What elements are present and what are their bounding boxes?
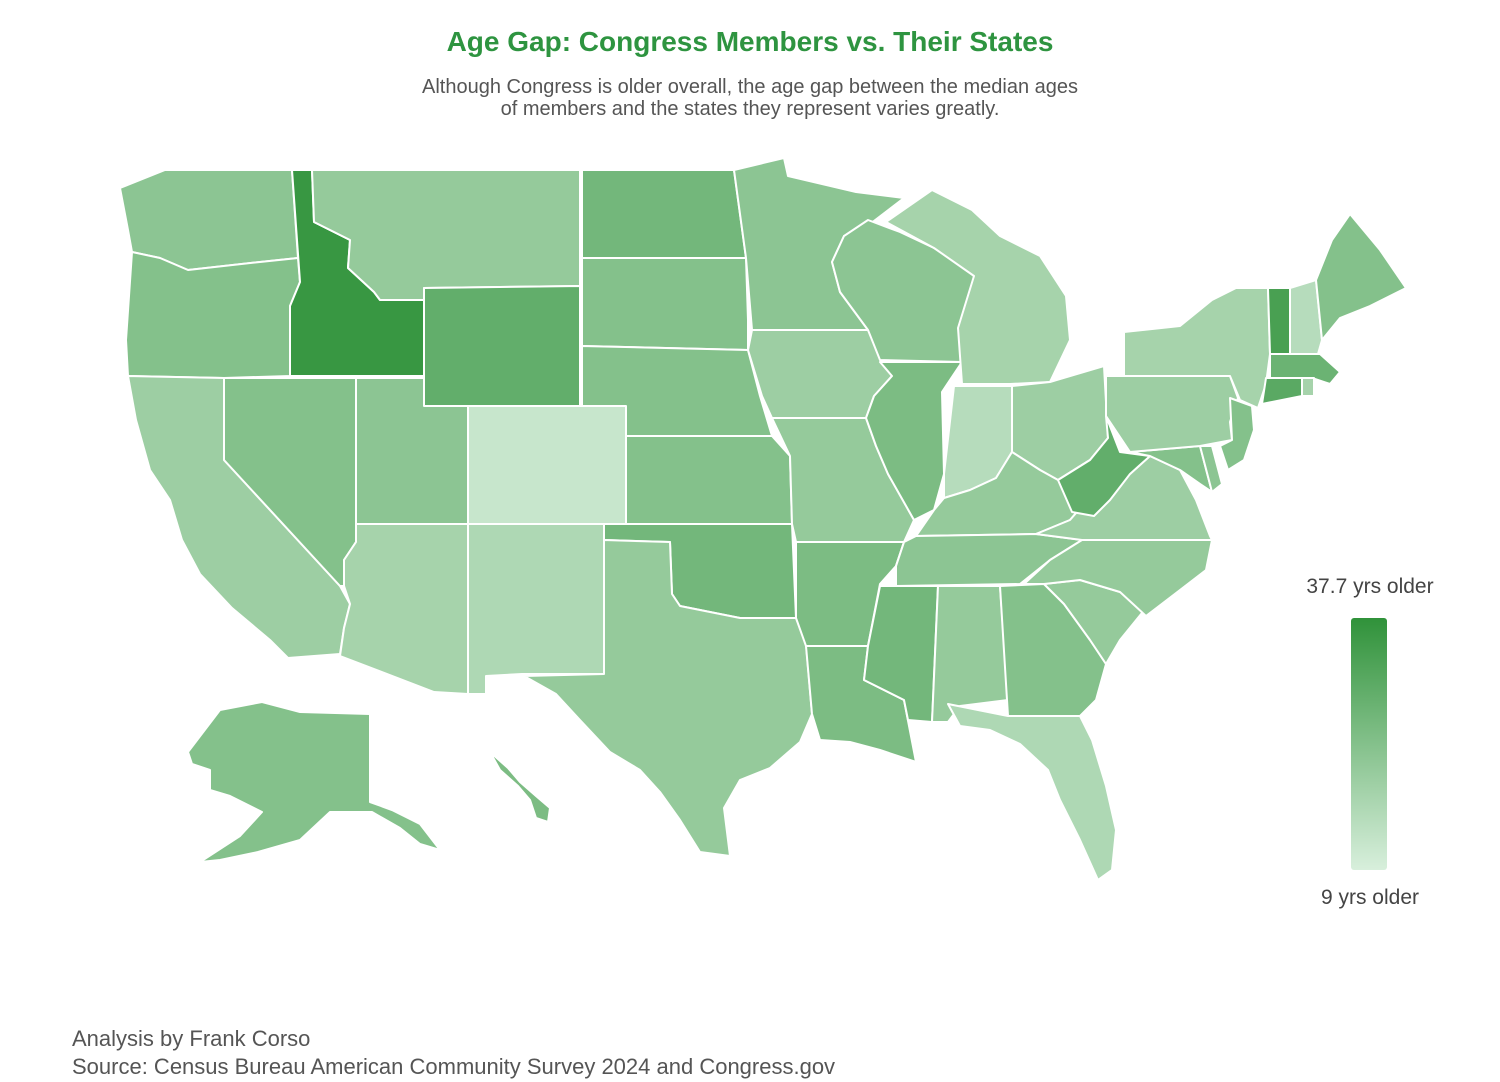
state-ks: [625, 435, 793, 525]
state-de: [1199, 445, 1223, 493]
state-pa: [1105, 375, 1239, 453]
chart-title: Age Gap: Congress Members vs. Their Stat…: [446, 26, 1054, 57]
state-az: [339, 523, 469, 695]
state-ri: [1301, 377, 1315, 397]
state-me: [1315, 213, 1407, 341]
state-nc: [1023, 539, 1213, 617]
chart-subtitle: Although Congress is older overall, the …: [0, 76, 1500, 120]
analysis-credit: Analysis by Frank Corso: [72, 1026, 311, 1051]
legend-min-label: 9 yrs older: [1320, 886, 1420, 909]
state-al: [931, 585, 1009, 723]
state-co: [467, 405, 627, 525]
state-vt: [1267, 287, 1291, 355]
state-or: [125, 251, 301, 379]
state-hi: [489, 751, 551, 823]
data-source: Source: Census Bureau American Community…: [72, 1054, 836, 1079]
legend-color-scale: [1351, 618, 1387, 870]
state-ny: [1123, 287, 1271, 409]
state-fl: [947, 703, 1117, 881]
subtitle-line-2: of members and the states they represent…: [500, 98, 1000, 120]
state-nh: [1289, 279, 1323, 355]
state-il: [865, 361, 963, 521]
state-sd: [581, 257, 749, 351]
state-tx: [523, 539, 813, 857]
legend-max-label: 37.7 yrs older: [1306, 575, 1434, 598]
state-nd: [581, 169, 747, 259]
state-ct: [1261, 377, 1303, 405]
state-ak: [187, 701, 441, 863]
state-mi: [885, 189, 1071, 385]
state-wy: [423, 285, 581, 407]
state-nm: [467, 523, 605, 695]
subtitle-line-1: Although Congress is older overall, the …: [422, 76, 1078, 98]
state-mt: [311, 169, 581, 301]
state-nj: [1219, 397, 1255, 471]
